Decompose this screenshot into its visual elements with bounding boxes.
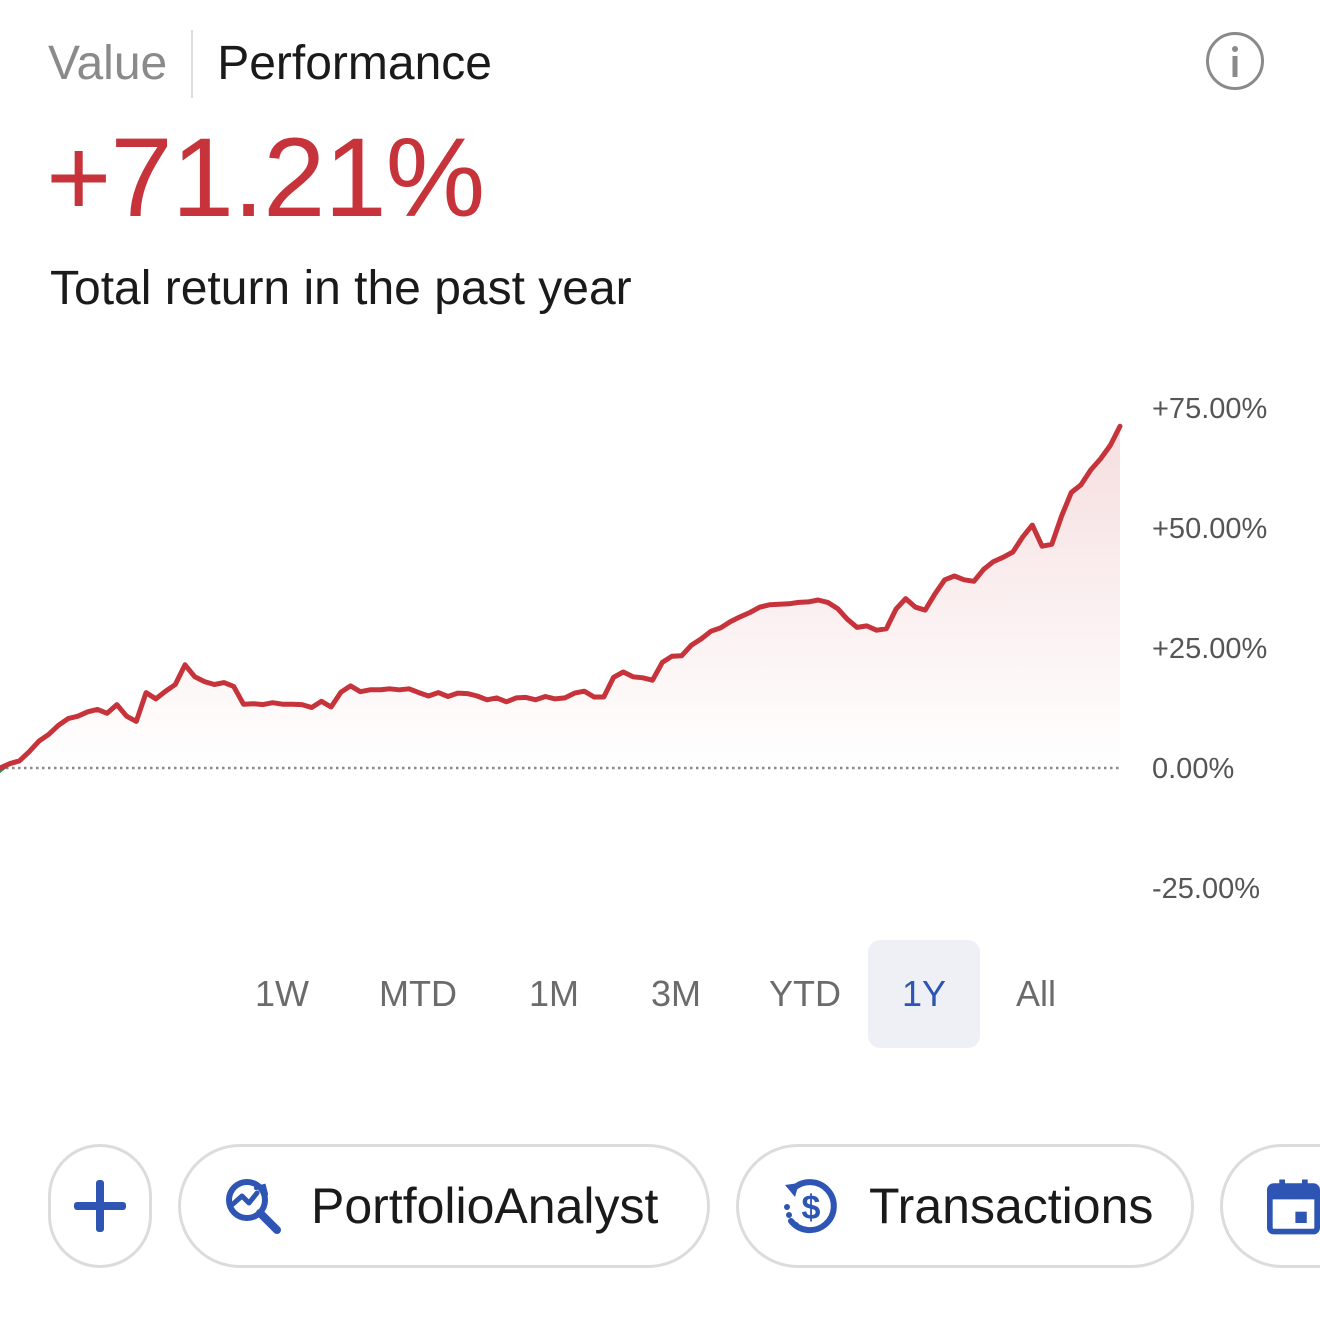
y-axis-tick-label: +25.00%	[1152, 633, 1267, 665]
transactions-label: Transactions	[869, 1178, 1154, 1234]
range-1m[interactable]: 1M	[528, 973, 579, 1014]
portfolioanalyst-button[interactable]: PortfolioAnalyst	[178, 1144, 710, 1268]
dollar-cycle-icon: $	[784, 1179, 837, 1234]
range-3m[interactable]: 3M	[650, 973, 701, 1014]
portfolioanalyst-label: PortfolioAnalyst	[311, 1178, 659, 1234]
total-return-value: +71.21%	[46, 115, 485, 240]
transactions-button[interactable]: $ Transactions	[736, 1144, 1194, 1268]
calendar-button[interactable]	[1220, 1144, 1320, 1268]
tab-value[interactable]: Value	[48, 37, 168, 90]
info-button[interactable]	[1206, 32, 1264, 90]
range-ytd[interactable]: YTD	[769, 973, 841, 1014]
time-range-selector: 1W MTD 1M 3M YTD 1Y All	[226, 940, 1092, 1048]
plus-icon	[74, 1180, 126, 1232]
chart-area-fill	[0, 426, 1120, 768]
performance-chart[interactable]: +75.00% +50.00% +25.00% 0.00% -25.00%	[0, 380, 1320, 920]
info-icon	[1232, 46, 1238, 77]
range-1y[interactable]: 1Y	[868, 940, 980, 1048]
y-axis-tick-label: +75.00%	[1152, 393, 1267, 425]
range-mtd[interactable]: MTD	[379, 973, 457, 1014]
range-all[interactable]: All	[1015, 973, 1056, 1014]
svg-text:$: $	[802, 1189, 821, 1227]
calendar-icon	[1267, 1179, 1320, 1235]
chart-search-icon	[226, 1179, 281, 1234]
add-button[interactable]	[48, 1144, 152, 1268]
action-bar: PortfolioAnalyst $ Transactions	[0, 1144, 1320, 1268]
tab-divider	[191, 30, 194, 98]
view-tabs: Value Performance	[48, 30, 492, 98]
range-1w[interactable]: 1W	[255, 973, 309, 1014]
tab-performance[interactable]: Performance	[217, 37, 492, 90]
y-axis-tick-label: +50.00%	[1152, 513, 1267, 545]
y-axis-tick-label: 0.00%	[1152, 753, 1234, 785]
total-return-caption: Total return in the past year	[50, 262, 632, 315]
chart-series-line	[0, 423, 1123, 771]
y-axis-tick-label: -25.00%	[1152, 873, 1260, 905]
